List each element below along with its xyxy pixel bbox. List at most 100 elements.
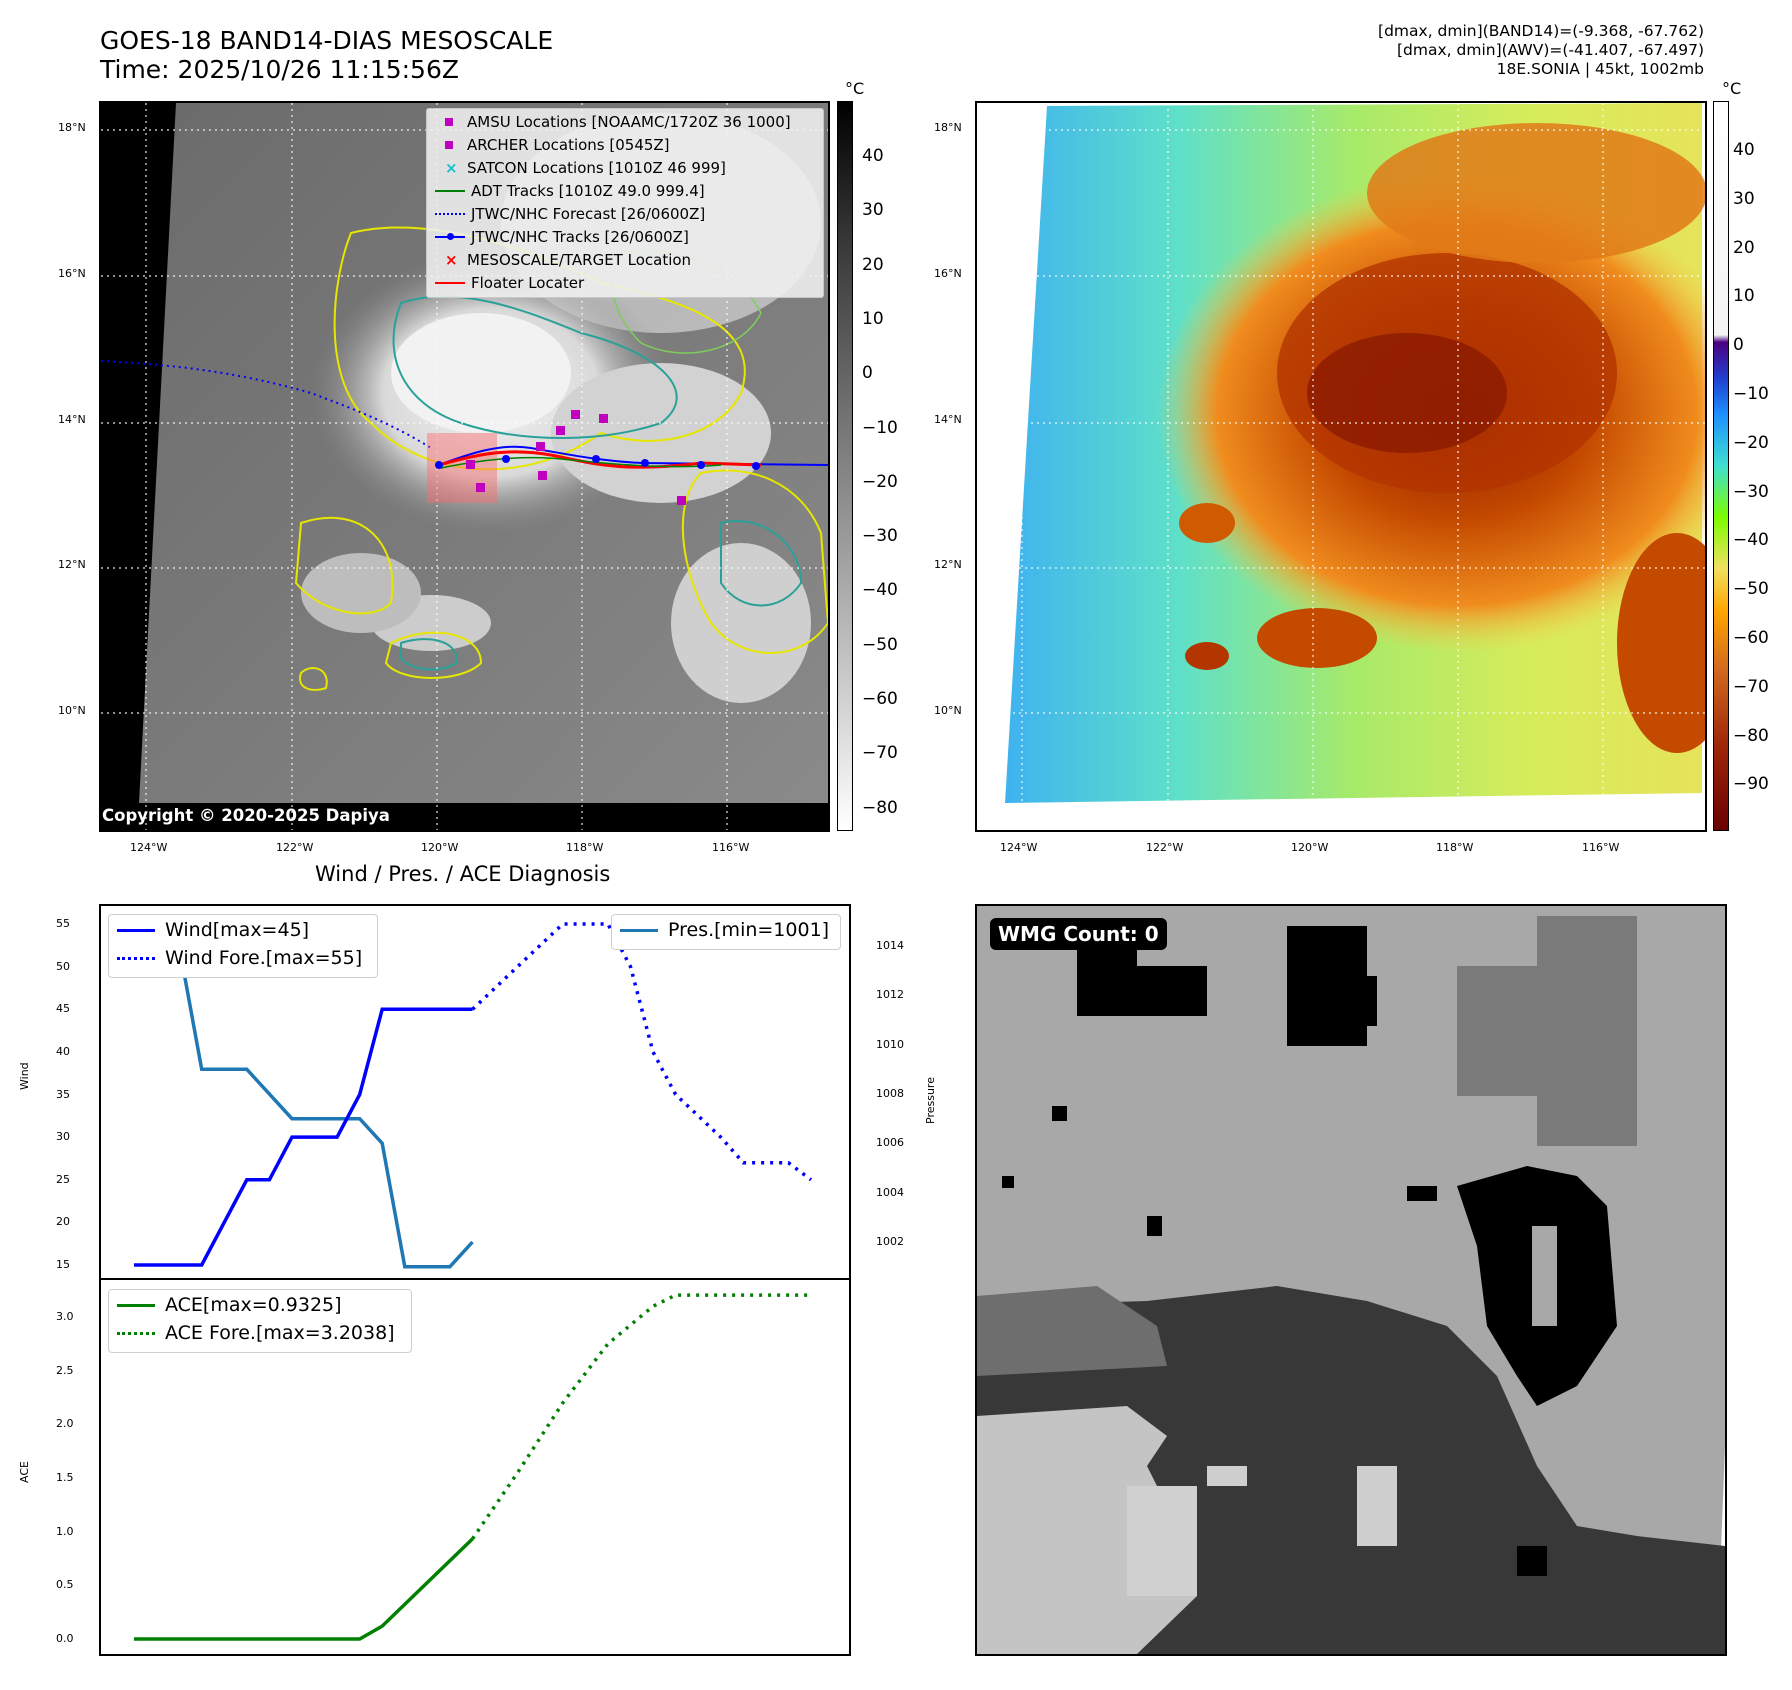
awv-colorbar-tick: −70 [1733,676,1769,697]
lon-label: 118°W [566,841,604,854]
lat-label: 14°N [934,413,962,426]
lat-label: 16°N [58,267,86,280]
ir-colorbar-tick: 30 [862,200,884,221]
wind-legend: Wind[max=45] Wind Fore.[max=55] [108,914,378,978]
ir-colorbar-tick: −40 [862,580,898,601]
wind-axis-label: Wind [18,1062,31,1090]
pressure-axis-tick: 1012 [876,988,904,1002]
ir-colorbar-unit: °C [845,79,865,98]
dotted-line-icon [117,957,155,960]
title-product: GOES-18 BAND14-DIAS MESOSCALE [100,26,554,55]
legend-item-wind: Wind[max=45] [117,919,309,941]
ace-axis-label: ACE [18,1461,31,1483]
pressure-axis-tick: 1004 [876,1185,904,1199]
pressure-axis-label: Pressure [924,1077,937,1124]
ir-colorbar-tick: 10 [862,308,884,329]
ace-axis-tick: 0.5 [56,1578,74,1592]
lon-label: 120°W [1291,841,1329,854]
ir-colorbar-tick: 40 [862,146,884,166]
awv-colorbar-tick: −10 [1733,384,1769,404]
pressure-legend: Pres.[min=1001] [611,914,841,950]
wind-axis-tick: 40 [56,1044,70,1058]
wmg-image [977,906,1725,1654]
legend-item-ace-forecast: ACE Fore.[max=3.2038] [117,1322,395,1344]
info-storm: 18E.SONIA | 45kt, 1002mb [1496,60,1704,78]
info-awv-range: [dmax, dmin](AWV)=(-41.407, -67.497) [1397,41,1704,59]
line-marker-icon [435,190,465,192]
wind-pressure-svg [134,919,813,1269]
lon-label: 116°W [712,841,750,854]
awv-colorbar-tick: 30 [1733,188,1755,209]
pressure-series-line [134,919,474,1269]
awv-map-panel [975,101,1707,832]
lon-label: 116°W [1582,841,1620,854]
ir-colorbar-tick: −30 [862,526,898,547]
line-dot-icon [435,233,465,240]
awv-colorbar-tick: 20 [1733,237,1755,258]
line-marker-icon [435,282,465,284]
wind-axis-tick: 35 [56,1087,70,1101]
legend-item-forecast: JTWC/NHC Forecast [26/0600Z] [435,205,705,223]
ir-colorbar-tick: −70 [862,743,898,764]
legend-item-wind-forecast: Wind Fore.[max=55] [117,947,362,969]
awv-colorbar-tick: −50 [1733,579,1769,600]
ir-colorbar-tick: 20 [862,254,884,275]
awv-colorbar-tick: 0 [1733,335,1744,356]
lat-label: 10°N [934,704,962,717]
lon-label: 122°W [276,841,314,854]
dotted-line-icon [435,213,465,215]
awv-colorbar-tick: −30 [1733,481,1769,502]
lat-label: 18°N [934,121,962,134]
ace-axis-tick: 2.5 [56,1363,74,1377]
ir-colorbar-tick: −20 [862,471,898,492]
copyright-text: Copyright © 2020-2025 Dapiya [102,806,390,825]
ir-legend: AMSU Locations [NOAAMC/1720Z 36 1000] AR… [426,108,824,298]
wind-axis-tick: 55 [56,917,70,930]
lat-label: 12°N [58,558,86,571]
pressure-axis-tick: 1002 [876,1235,904,1248]
ace-plot [99,1278,851,1656]
ace-axis-tick: 1.0 [56,1524,74,1538]
awv-colorbar-tick: −80 [1733,725,1769,746]
awv-colorbar-tick: −20 [1733,432,1769,453]
wmg-panel [975,904,1727,1656]
ace-forecast-series-line [471,1293,811,1540]
legend-item-archer: ARCHER Locations [0545Z] [435,136,670,154]
legend-item-amsu: AMSU Locations [NOAAMC/1720Z 36 1000] [435,113,791,131]
lon-label: 122°W [1146,841,1184,854]
square-marker-icon [445,141,453,149]
lon-label: 124°W [1000,841,1038,854]
lat-label: 10°N [58,704,86,717]
wmg-count-badge: WMG Count: 0 [990,918,1167,950]
x-marker-icon: × [445,251,458,269]
ace-legend: ACE[max=0.9325] ACE Fore.[max=3.2038] [108,1289,412,1353]
wind-series-line [134,1007,473,1267]
lat-label: 14°N [58,413,86,426]
ace-series-line [134,1537,474,1641]
ir-colorbar-tick: −50 [862,634,898,655]
awv-map-image [977,103,1705,830]
ace-axis-tick: 2.0 [56,1417,74,1431]
legend-item-pressure: Pres.[min=1001] [620,919,829,941]
line-marker-icon [620,929,658,932]
wind-axis-tick: 30 [56,1130,70,1144]
lon-label: 120°W [421,841,459,854]
wind-axis-tick: 45 [56,1002,70,1016]
ir-colorbar-tick: −60 [862,689,898,709]
x-marker-icon: × [445,159,458,177]
lat-label: 16°N [934,267,962,280]
wind-axis-tick: 50 [56,959,70,973]
wind-axis-tick: 15 [56,1258,70,1271]
info-band14-range: [dmax, dmin](BAND14)=(-9.368, -67.762) [1378,22,1704,40]
wind-axis-tick: 25 [56,1172,70,1186]
legend-item-floater: Floater Locater [435,274,584,292]
ir-colorbar-tick: −80 [862,797,898,818]
legend-item-target: × MESOSCALE/TARGET Location [445,251,692,269]
ir-colorbar [837,101,853,831]
awv-colorbar-tick: −40 [1733,530,1769,551]
dotted-line-icon [117,1332,155,1335]
awv-colorbar-tick: 40 [1733,140,1755,160]
diagnosis-title: Wind / Pres. / ACE Diagnosis [315,862,611,886]
legend-item-adt: ADT Tracks [1010Z 49.0 999.4] [435,182,705,200]
ace-axis-tick: 0.0 [56,1632,74,1645]
